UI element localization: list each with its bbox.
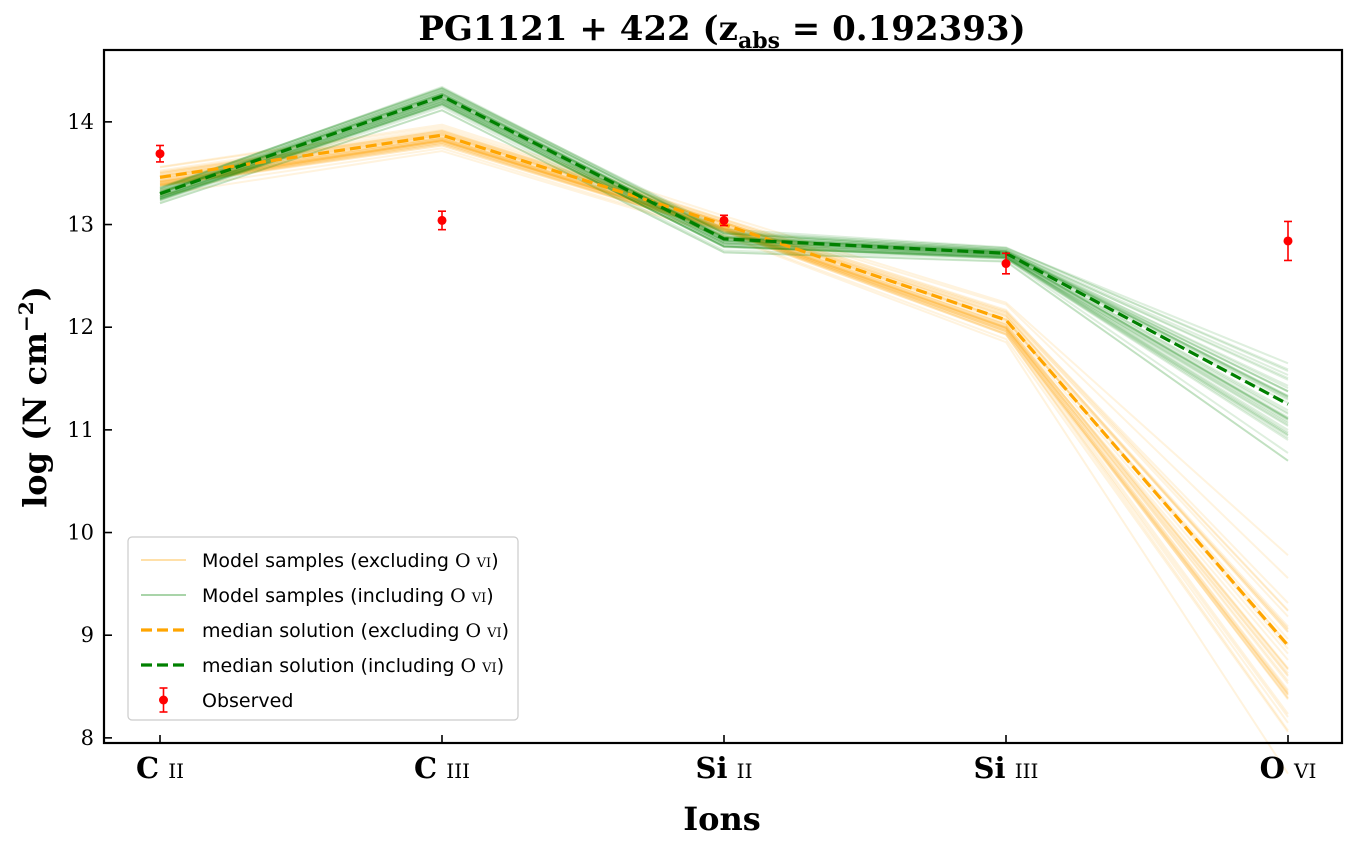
model-sample-line: [159, 127, 1289, 604]
model-sample-line: [159, 91, 1289, 393]
model-sample-line: [159, 97, 1289, 420]
model-sample-line: [159, 144, 1289, 718]
model-sample-line: [159, 109, 1289, 462]
model-sample-line: [159, 103, 1289, 435]
y-tick-label: 13: [67, 213, 94, 237]
model-sample-line: [159, 88, 1289, 380]
model-sample-line: [159, 89, 1289, 392]
model-sample-line: [159, 87, 1289, 372]
legend-box: [127, 536, 519, 721]
model-sample-line: [159, 103, 1289, 431]
model-sample-line: [159, 140, 1289, 677]
observed-points: [155, 144, 1293, 275]
observed-point: [1001, 259, 1011, 269]
model-sample-line: [159, 137, 1289, 661]
model-sample-line: [159, 103, 1289, 441]
observed-point: [155, 149, 165, 159]
model-sample-line: [159, 136, 1289, 671]
model-sample-line: [159, 139, 1289, 685]
y-tick-label: 8: [81, 726, 94, 750]
x-axis-label: Ions: [683, 800, 761, 838]
legend: Model samples (excluding O vi) Model samp…: [127, 536, 519, 721]
x-axis-ticks: C ii C iii Si ii Si iii O vi: [136, 735, 1316, 785]
observed-point: [719, 215, 729, 225]
y-axis-label: log (N cm−2): [14, 286, 54, 508]
model-sample-line: [159, 89, 1289, 381]
model-sample-line: [159, 137, 1289, 682]
y-tick-label: 10: [67, 521, 94, 545]
y-axis-ticks: 8 9 10 11 12 13 14: [67, 110, 112, 750]
model-sample-line: [159, 136, 1289, 646]
model-sample-line: [159, 142, 1289, 695]
model-sample-line: [159, 140, 1289, 693]
model-sample-line: [159, 142, 1289, 731]
x-tick-label: C ii: [136, 751, 184, 785]
model-sample-line: [159, 109, 1289, 462]
model-sample-line: [159, 99, 1289, 426]
x-tick-label: O vi: [1260, 751, 1317, 785]
model-sample-line: [159, 102, 1289, 437]
model-sample-line: [159, 86, 1289, 371]
model-sample-line: [159, 100, 1289, 421]
legend-label: median solution (excluding O vi): [202, 620, 509, 642]
model-sample-line: [159, 138, 1289, 694]
model-sample-line: [159, 139, 1289, 676]
legend-label: Observed: [202, 690, 293, 712]
plot-frame: [102, 48, 1344, 745]
model-sample-line: [159, 85, 1289, 365]
model-sample-line: [159, 106, 1289, 454]
model-sample-line: [159, 101, 1289, 427]
model-sample-line: [159, 141, 1289, 699]
model-sample-line: [159, 100, 1289, 423]
model-sample-line: [159, 149, 1289, 775]
x-tick-label: C iii: [414, 751, 470, 785]
legend-label: median solution (including O vi): [202, 655, 504, 677]
observed-point: [437, 215, 447, 225]
model-sample-line: [159, 104, 1289, 437]
model-sample-line: [159, 98, 1289, 420]
y-tick-label: 12: [67, 315, 94, 339]
model-sample-line: [159, 138, 1289, 670]
legend-label: Model samples (excluding O vi): [202, 550, 499, 572]
y-tick-label: 14: [67, 110, 94, 134]
model-sample-line: [159, 99, 1289, 425]
model-sample-line: [159, 102, 1289, 434]
y-tick-label: 11: [67, 418, 94, 442]
x-tick-label: Si ii: [696, 751, 753, 785]
model-sample-line: [159, 125, 1289, 579]
x-tick-label: Si iii: [974, 751, 1039, 785]
model-sample-line: [159, 139, 1289, 701]
model-sample-line: [159, 144, 1289, 724]
model-sample-line: [159, 140, 1289, 696]
model-sample-line: [159, 140, 1289, 691]
legend-swatch-point: [159, 695, 168, 705]
model-sample-line: [159, 89, 1289, 389]
model-sample-line: [159, 87, 1289, 376]
median-line: [159, 94, 1289, 406]
model-sample-line: [159, 139, 1289, 696]
chart-title: PG1121 + 422 (zabs = 0.192393): [418, 9, 1025, 54]
observed-point: [1283, 236, 1293, 246]
model-sample-line: [159, 97, 1289, 415]
model-sample-line: [159, 101, 1289, 439]
legend-label: Model samples (including O vi): [202, 585, 494, 607]
model-sample-line: [159, 141, 1289, 715]
model-sample-line: [159, 147, 1289, 733]
model-sample-line: [159, 142, 1289, 700]
model-sample-line: [159, 136, 1289, 674]
model-sample-line: [159, 92, 1289, 387]
y-tick-label: 9: [81, 623, 94, 647]
